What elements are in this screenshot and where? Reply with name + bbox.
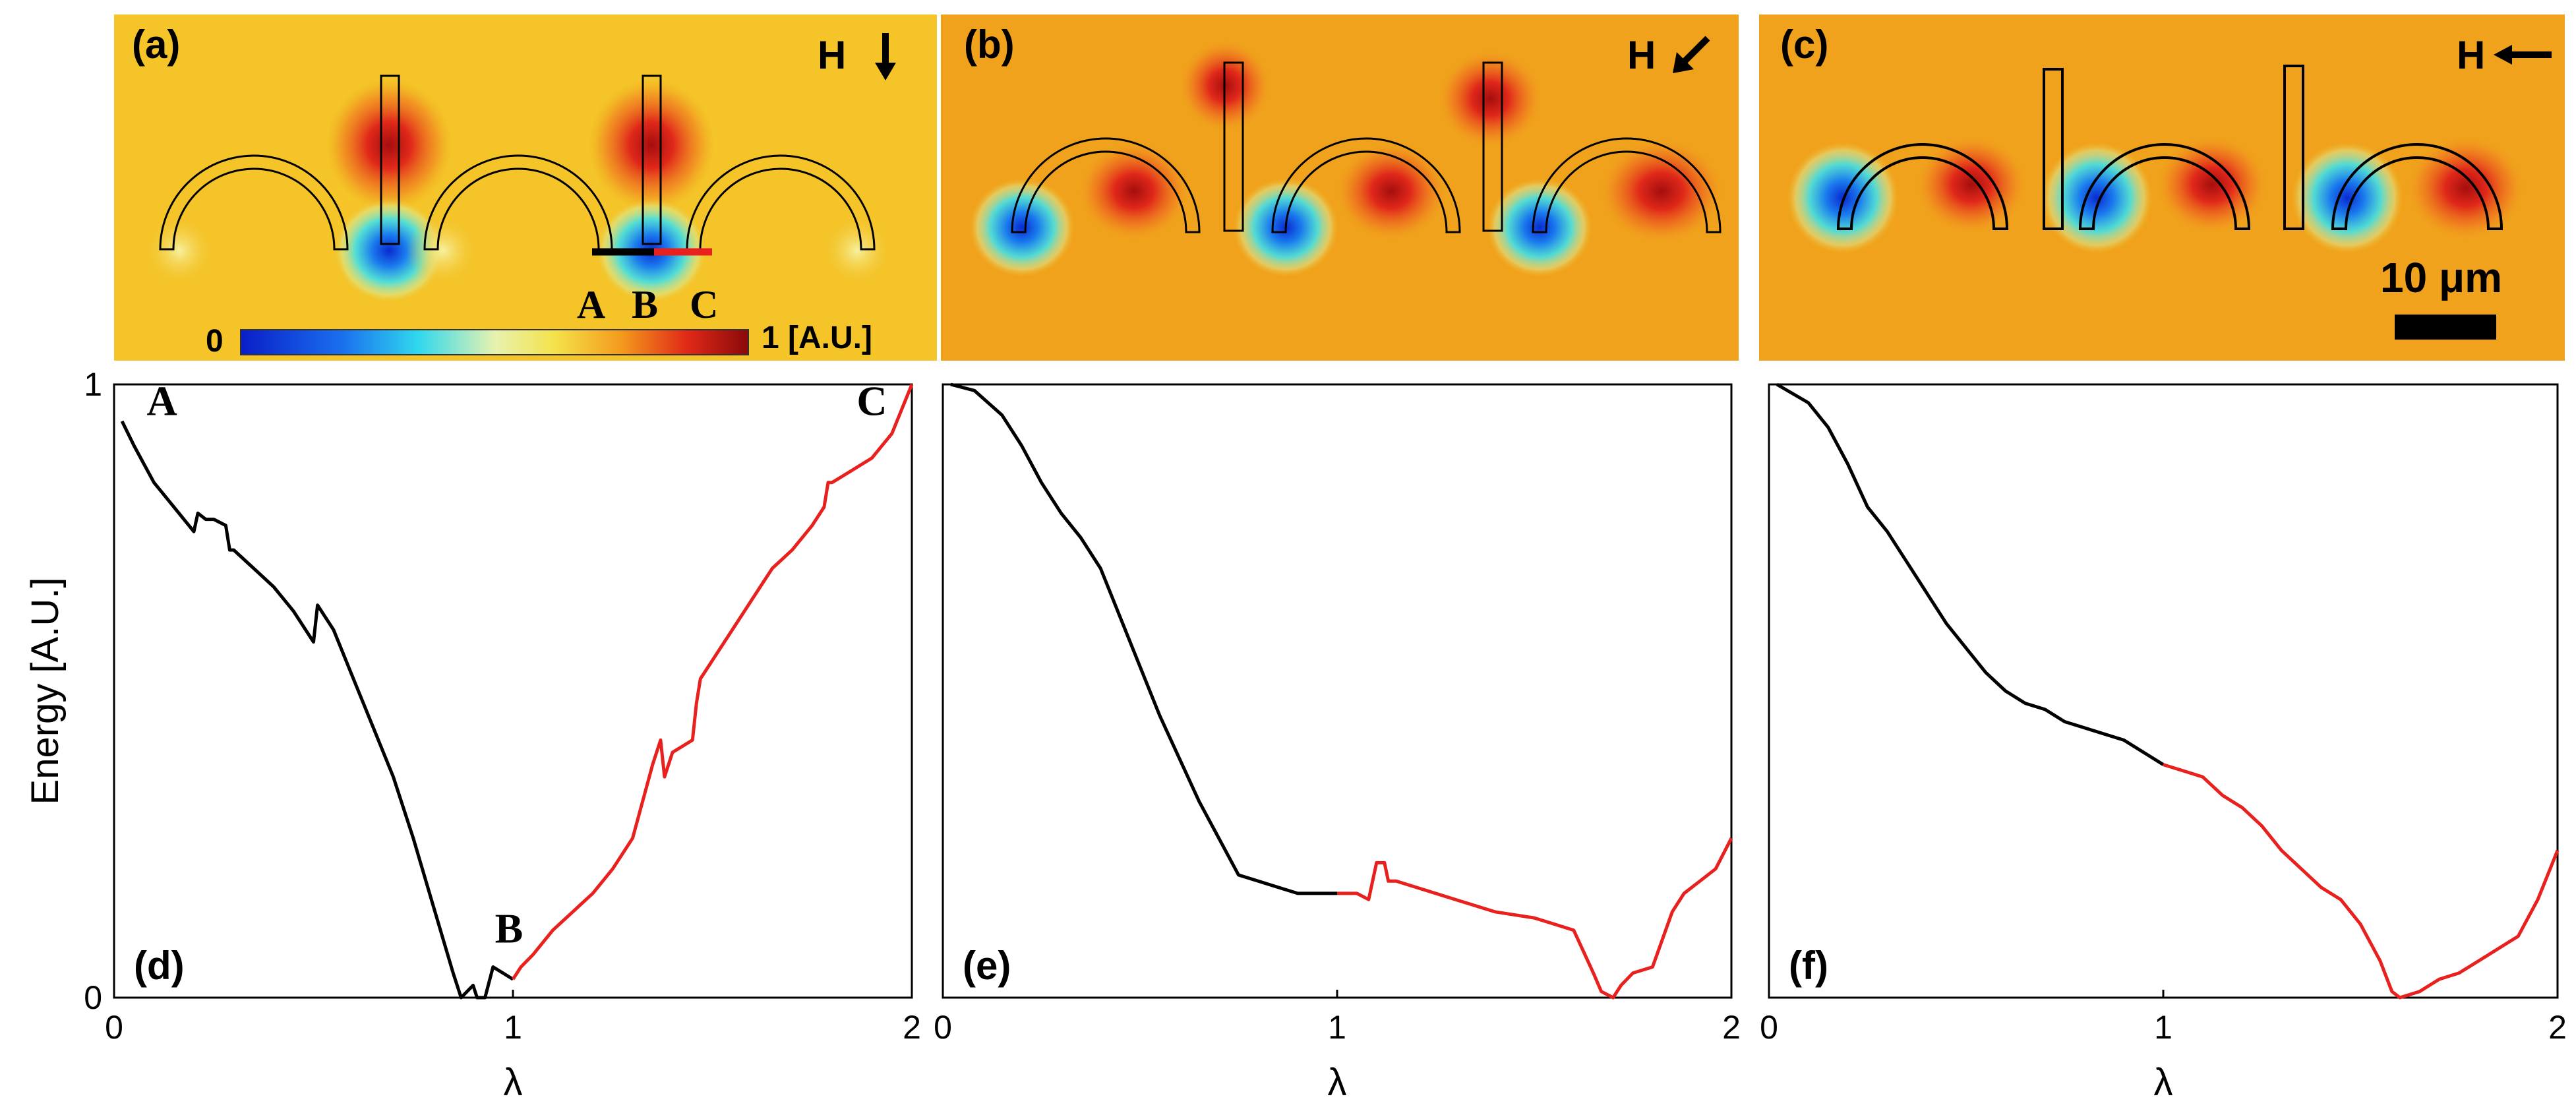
map-a-hotspot bbox=[589, 79, 714, 211]
map-c-hotspot bbox=[1915, 135, 2027, 234]
y-tick-label: 0 bbox=[84, 979, 102, 1016]
x-tick-label: 1 bbox=[504, 1009, 522, 1046]
colorbar bbox=[240, 329, 749, 355]
map-a-background bbox=[114, 15, 937, 361]
plot-frame bbox=[942, 383, 1733, 999]
x-tick-label: 1 bbox=[1328, 1009, 1346, 1046]
panel-label: (d) bbox=[134, 944, 185, 988]
field-label: H bbox=[818, 33, 846, 77]
x-tick-label: 0 bbox=[934, 1009, 952, 1046]
map-a-coldspot bbox=[407, 214, 479, 287]
x-tick-label: 1 bbox=[2154, 1009, 2172, 1046]
arrow-left-icon bbox=[2494, 45, 2552, 65]
map-c-coldspot bbox=[2291, 142, 2403, 254]
field-label: H bbox=[1627, 33, 1656, 77]
x-tick-label: 2 bbox=[1722, 1009, 1741, 1046]
field-label: H bbox=[2457, 33, 2485, 77]
plot-frame bbox=[1768, 383, 2559, 999]
map-a-coldspot bbox=[333, 198, 445, 303]
map-label: (c) bbox=[1780, 22, 1828, 67]
x-tick-label: 2 bbox=[2548, 1009, 2567, 1046]
series-line-red bbox=[2163, 763, 2560, 1000]
colorbar-max-label: 1 [A.U.] bbox=[762, 320, 872, 355]
series-line-black bbox=[950, 382, 1337, 895]
colorbar-marker: B bbox=[632, 283, 658, 326]
curve-annotation: C bbox=[856, 378, 887, 425]
colorbar-marker: A bbox=[577, 283, 605, 326]
map-b-geometry bbox=[1011, 61, 1722, 233]
map-a-geometry bbox=[159, 75, 876, 251]
map-c-geometry bbox=[1836, 65, 2503, 230]
energy-plot-e: 0 1 2 λ (e) bbox=[934, 382, 1741, 1104]
map-label: (b) bbox=[964, 22, 1015, 67]
panel-label: (e) bbox=[963, 944, 1011, 988]
arrow-down-left-icon bbox=[1673, 36, 1710, 73]
colorbar-marker: C bbox=[690, 283, 718, 326]
scalebar bbox=[2395, 315, 2496, 340]
map-label: (a) bbox=[132, 22, 180, 67]
map-c-hotspot bbox=[2156, 135, 2268, 234]
x-tick-label: 0 bbox=[1760, 1009, 1778, 1046]
map-a-hotspot bbox=[326, 79, 452, 211]
energy-plot-f: 0 1 2 λ (f) bbox=[1760, 382, 2567, 1104]
map-b-coldspot bbox=[1487, 178, 1592, 277]
field-map-a: (a) H 0 1 [A.U.] A B C bbox=[114, 15, 937, 361]
arrow-down-icon bbox=[875, 33, 896, 80]
map-a-coldspot bbox=[143, 214, 216, 287]
y-tick-label: 1 bbox=[84, 366, 102, 403]
energy-plot-d: Energy [A.U.] 0 1 2 0 1 λ (d) A B C bbox=[24, 366, 921, 1104]
field-map-c: (c) H 10 μm bbox=[1759, 15, 2565, 361]
curve-annotation: A bbox=[146, 378, 177, 425]
map-c-coldspot bbox=[2041, 142, 2153, 254]
x-axis-title: λ bbox=[2154, 1061, 2173, 1104]
map-b-hotspot bbox=[1078, 142, 1190, 241]
map-b-hotspot bbox=[1599, 138, 1724, 244]
field-map-b: (b) H bbox=[941, 15, 1739, 361]
x-tick-label: 2 bbox=[903, 1009, 921, 1046]
map-b-hotspot bbox=[1335, 142, 1447, 241]
series-line-red bbox=[1337, 837, 1733, 1000]
y-axis-title: Energy [A.U.] bbox=[24, 578, 67, 805]
colorbar-min-label: 0 bbox=[206, 324, 224, 359]
x-tick-label: 0 bbox=[105, 1009, 123, 1046]
x-axis-title: λ bbox=[504, 1061, 523, 1104]
curve-annotation: B bbox=[495, 905, 524, 951]
series-line-black bbox=[120, 420, 514, 1000]
map-b-hotspot bbox=[1437, 49, 1543, 148]
series-line-red bbox=[511, 384, 914, 980]
panel-label: (f) bbox=[1789, 944, 1828, 988]
map-c-hotspot bbox=[2407, 135, 2525, 241]
series-line-black bbox=[1776, 382, 2165, 766]
map-b-coldspot bbox=[969, 178, 1075, 277]
map-a-coldspot bbox=[821, 214, 893, 287]
scalebar-label: 10 μm bbox=[2380, 254, 2502, 301]
x-axis-title: λ bbox=[1328, 1061, 1347, 1104]
